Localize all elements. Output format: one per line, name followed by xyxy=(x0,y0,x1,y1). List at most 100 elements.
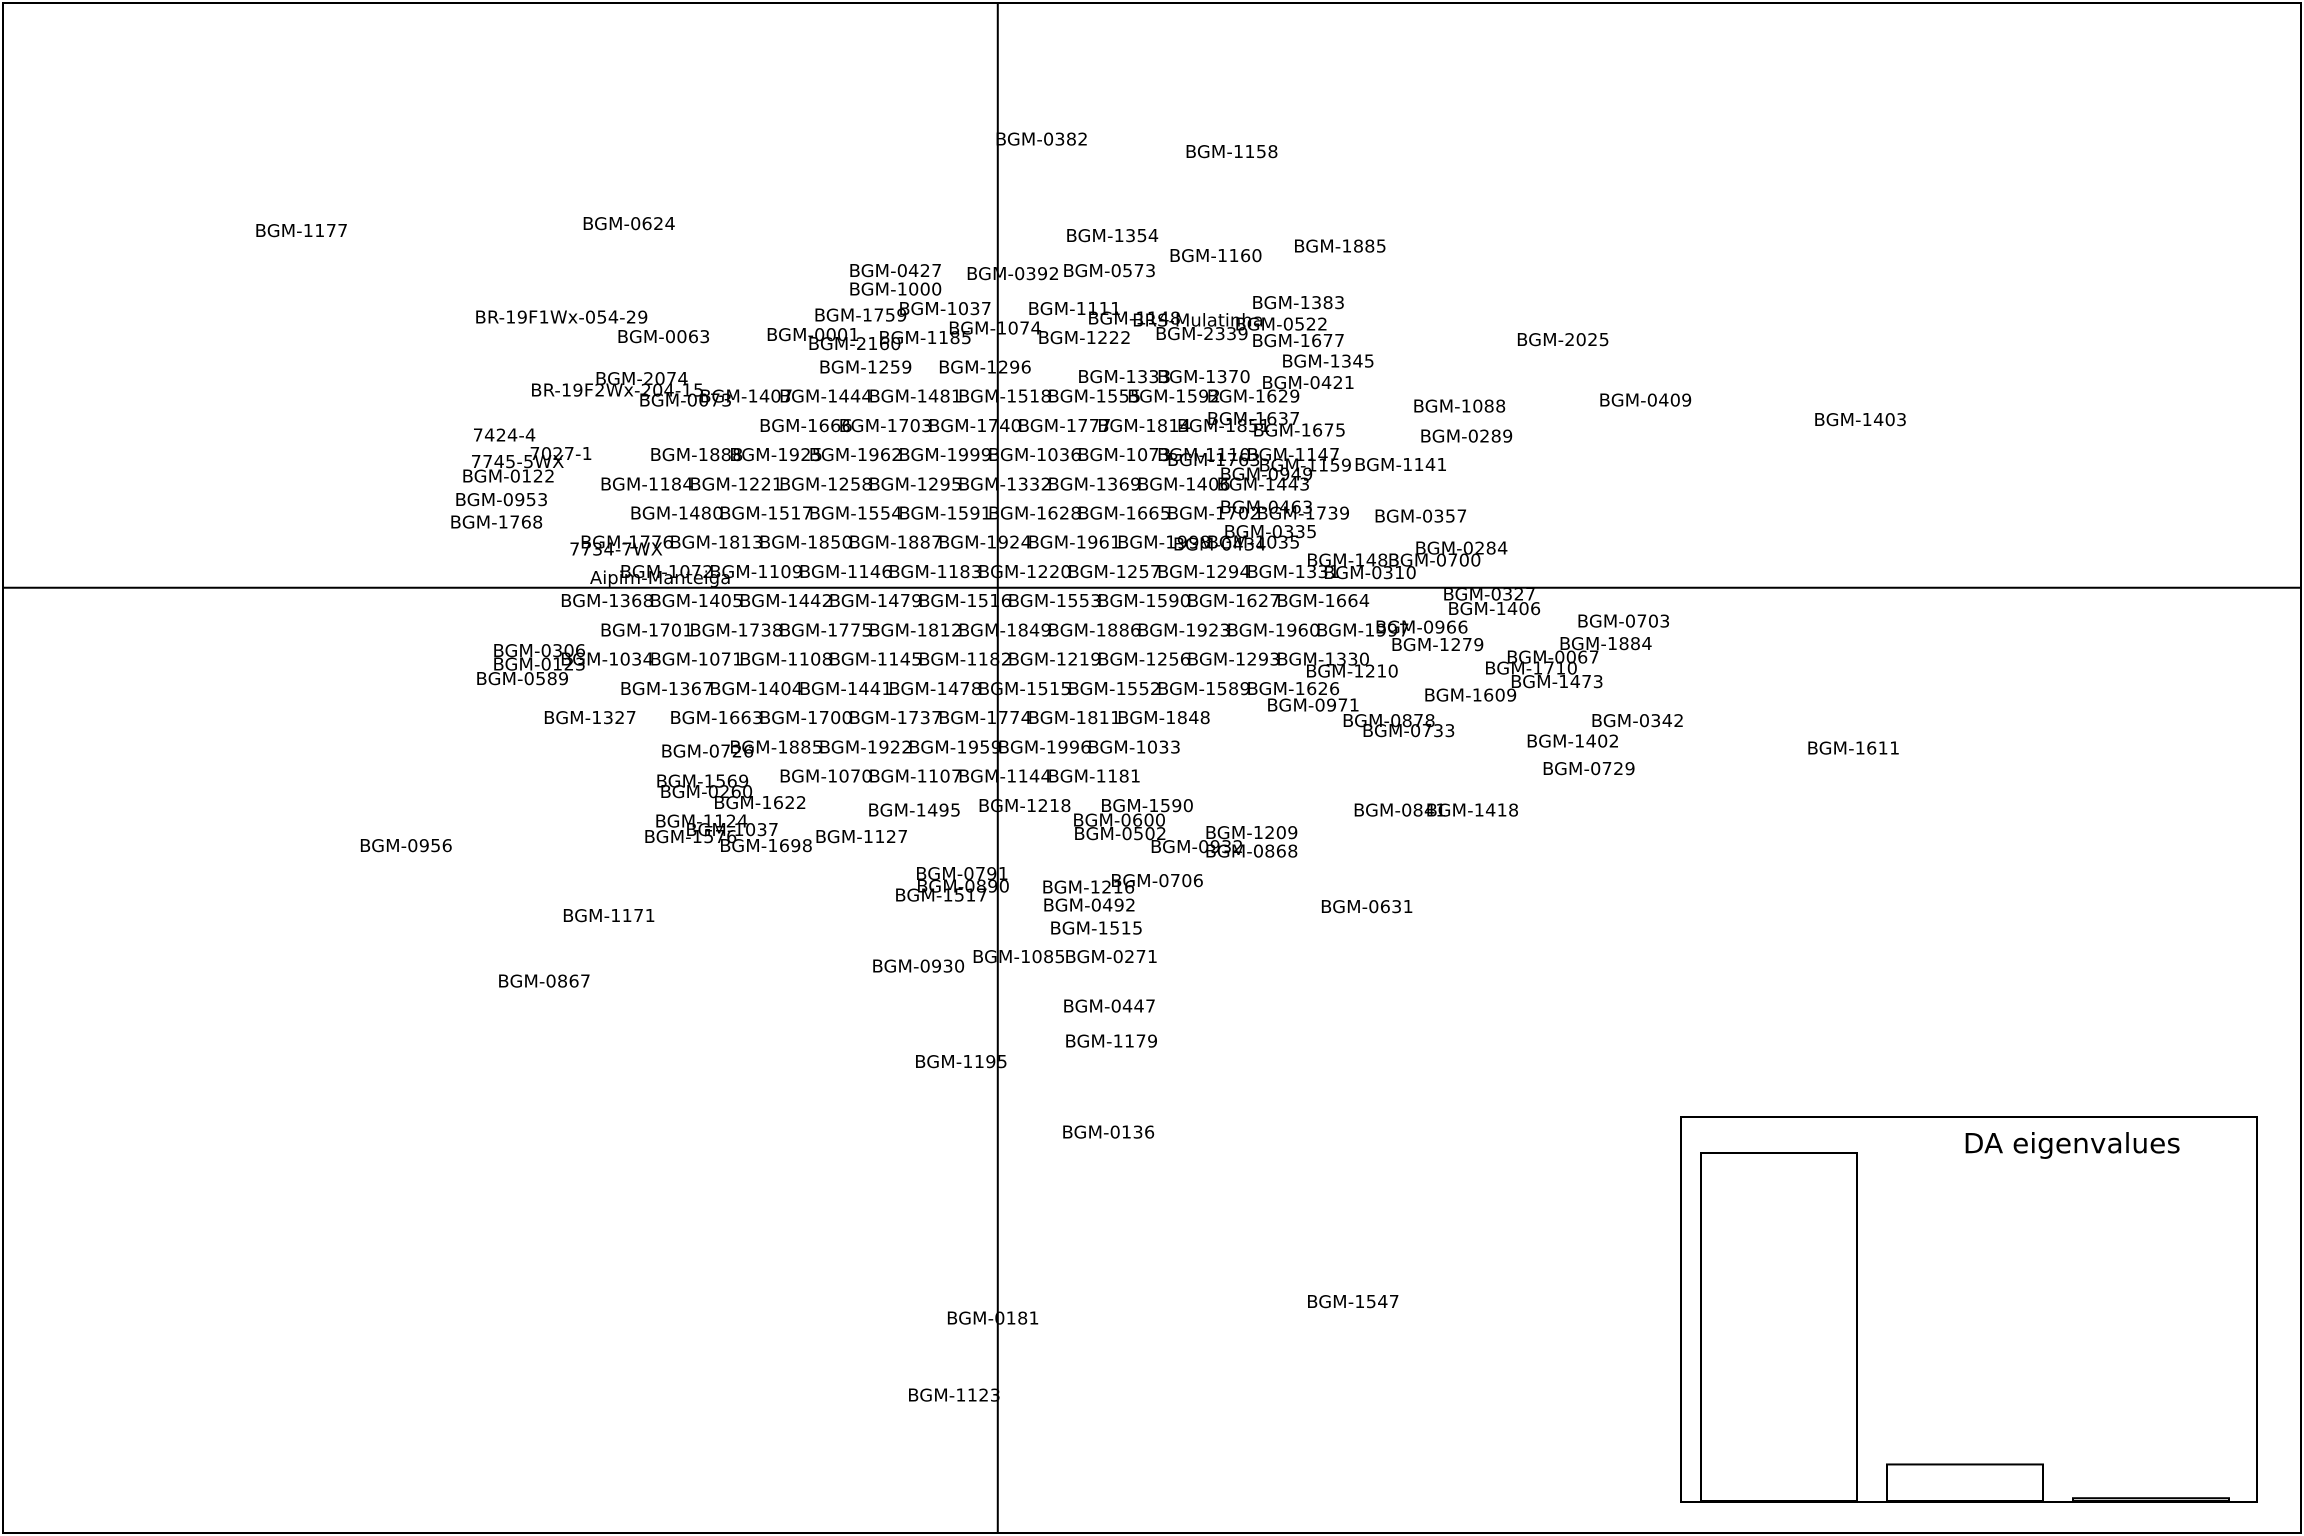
point-label: BGM-0327 xyxy=(1442,584,1536,605)
point-label: BGM-2025 xyxy=(1516,330,1610,351)
point-label: BGM-0930 xyxy=(871,957,965,978)
eigenvalue-bar xyxy=(1700,1152,1858,1502)
point-label: BGM-0868 xyxy=(1205,842,1299,863)
cluster-point-label: BGM-1074 xyxy=(948,318,1042,339)
cluster-point-label: BGM-1220 xyxy=(978,562,1072,583)
point-label: BGM-0392 xyxy=(966,264,1060,285)
cluster-point-label: BGM-1110 xyxy=(1157,445,1251,466)
cluster-point-label: BGM-1073 xyxy=(1077,445,1171,466)
point-label: BGM-1763 xyxy=(1167,450,1261,471)
cluster-point-label: BGM-1924 xyxy=(938,533,1032,554)
point-label: BGM-1354 xyxy=(1065,226,1159,247)
cluster-point-label: BGM-1774 xyxy=(938,708,1032,729)
point-label: BGM-0122 xyxy=(462,466,556,487)
point-label: BGM-0335 xyxy=(1224,522,1318,543)
cluster-point-label: BGM-1330 xyxy=(1276,650,1370,671)
cluster-point-label: BGM-1666 xyxy=(759,416,853,437)
cluster-point-label: BGM-1037 xyxy=(898,299,992,320)
point-label: BGM-2074 xyxy=(595,369,689,390)
cluster-point-label: BGM-1962 xyxy=(809,445,903,466)
cluster-point-label: BGM-1407 xyxy=(699,387,793,408)
point-label: BGM-1569 xyxy=(656,771,750,792)
cluster-point-label: BGM-1516 xyxy=(918,591,1012,612)
point-label: BGM-0841 xyxy=(1353,801,1447,822)
cluster-point-label: BGM-1740 xyxy=(928,416,1022,437)
eigenvalue-bar xyxy=(1886,1463,2044,1502)
point-label: BGM-1622 xyxy=(713,793,807,814)
cluster-point-label: BGM-1479 xyxy=(829,591,923,612)
point-label: BGM-1177 xyxy=(255,221,349,242)
point-label: BGM-1677 xyxy=(1251,331,1345,352)
point-label: BGM-1515 xyxy=(1050,919,1144,940)
point-label: BGM-1710 xyxy=(1484,658,1578,679)
cluster-point-label: BGM-1146 xyxy=(799,562,893,583)
cluster-point-label: BGM-1886 xyxy=(1048,620,1142,641)
point-label: BGM-0932 xyxy=(1150,837,1244,858)
cluster-point-label: BGM-1960 xyxy=(1227,620,1321,641)
cluster-point-label: BGM-1182 xyxy=(918,650,1012,671)
point-label: BGM-0706 xyxy=(1110,871,1204,892)
cluster-point-label: BGM-1776 xyxy=(580,533,674,554)
cluster-point-label: BGM-1481 xyxy=(868,387,962,408)
cluster-point-label: BGM-1368 xyxy=(560,591,654,612)
point-label: BGM-0463 xyxy=(1220,498,1314,519)
cluster-point-label: BGM-1442 xyxy=(739,591,833,612)
cluster-point-label: BGM-1109 xyxy=(709,562,803,583)
cluster-point-label: BGM-1700 xyxy=(759,708,853,729)
point-label: BGM-0729 xyxy=(1542,759,1636,780)
point-label: BGM-0631 xyxy=(1320,897,1414,918)
point-label: BGM-1171 xyxy=(562,906,656,927)
cluster-point-label: BGM-1665 xyxy=(1077,503,1171,524)
point-label: BGM-0890 xyxy=(916,877,1010,898)
point-label: BGM-2160 xyxy=(808,334,902,355)
point-label: BGM-1085 xyxy=(972,947,1066,968)
cluster-point-label: BGM-1999 xyxy=(898,445,992,466)
cluster-point-label: BGM-1996 xyxy=(998,737,1092,758)
point-label: BGM-0342 xyxy=(1591,711,1685,732)
point-label: BGM-1637 xyxy=(1207,409,1301,430)
cluster-point-label: BGM-1293 xyxy=(1187,650,1281,671)
point-label: BGM-1141 xyxy=(1354,455,1448,476)
point-label: BGM-0447 xyxy=(1062,997,1156,1018)
cluster-point-label: BGM-1070 xyxy=(779,767,873,788)
dense-cluster-labels: BGM-1000BGM-1037BGM-1074BGM-1111BGM-1148… xyxy=(560,279,1410,816)
point-label: BGM-1576 xyxy=(644,827,738,848)
point-label: BGM-0067 xyxy=(1506,648,1600,669)
point-label: BGM-1473 xyxy=(1510,672,1604,693)
cluster-point-label: BGM-1518 xyxy=(958,387,1052,408)
point-label: BGM-1216 xyxy=(1042,878,1136,899)
point-label: BGM-0073 xyxy=(639,390,733,411)
point-label: BGM-1327 xyxy=(543,708,637,729)
cluster-point-label: BGM-1185 xyxy=(878,328,972,349)
cluster-point-label: BGM-1183 xyxy=(888,562,982,583)
point-label: BGM-1884 xyxy=(1559,634,1653,655)
point-label: BGM-1209 xyxy=(1205,823,1299,844)
cluster-point-label: BGM-1628 xyxy=(988,503,1082,524)
cluster-point-label: BGM-1589 xyxy=(1157,679,1251,700)
cluster-point-label: BGM-1072 xyxy=(620,562,714,583)
point-label: BGM-0600 xyxy=(1072,810,1166,831)
cluster-point-label: BGM-1033 xyxy=(1087,737,1181,758)
point-label: BGM-0573 xyxy=(1062,261,1156,282)
point-label: BGM-1768 xyxy=(450,512,544,533)
point-label: BR-19F2Wx-204-15 xyxy=(530,381,704,402)
cluster-point-label: BGM-1811 xyxy=(1028,708,1122,729)
point-label: BGM-1160 xyxy=(1169,246,1263,267)
cluster-point-label: BGM-1555 xyxy=(1048,387,1142,408)
point-label: BGM-0949 xyxy=(1220,465,1314,486)
point-label: BGM-1403 xyxy=(1814,410,1908,431)
cluster-point-label: BGM-1702 xyxy=(1167,503,1261,524)
cluster-point-label: BGM-1108 xyxy=(739,650,833,671)
cluster-point-label: BGM-1998 xyxy=(1117,533,1211,554)
point-label: BGM-1159 xyxy=(1258,456,1352,477)
point-label: BGM-0726 xyxy=(661,741,755,762)
point-label: 7027-1 xyxy=(529,444,593,465)
point-label: 7424-4 xyxy=(473,426,537,447)
cluster-point-label: BGM-1034 xyxy=(560,650,654,671)
point-label: BGM-0260 xyxy=(660,782,754,803)
cluster-point-label: BGM-1887 xyxy=(849,533,943,554)
point-label: BGM-0953 xyxy=(455,490,549,511)
cluster-point-label: BGM-1181 xyxy=(1048,767,1142,788)
cluster-point-label: BGM-1331 xyxy=(1247,562,1341,583)
